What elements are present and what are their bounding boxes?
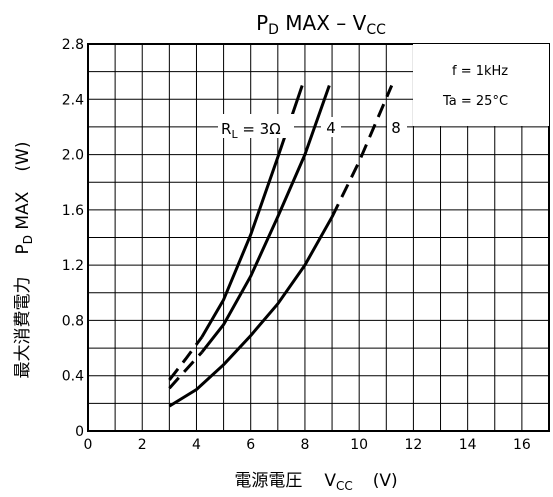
chart-title: PD MAX – VCC — [256, 11, 386, 38]
y-tick-label: 0.4 — [62, 369, 84, 385]
x-tick-label: 8 — [300, 437, 309, 453]
series-line-8ohm-solid — [168, 216, 334, 408]
x-tick-label: 2 — [138, 437, 147, 453]
y-tick-label: 1.6 — [62, 203, 84, 219]
curve-label-3ohm: RL = 3Ω — [221, 120, 281, 141]
condition-frequency: f = 1kHz — [452, 64, 508, 79]
curve-label-8: 8 — [391, 119, 401, 137]
x-axis-label: 電源電圧 VCC (V) — [234, 471, 397, 493]
y-tick-label: 1.2 — [62, 258, 84, 274]
x-axis-label-jp: 電源電圧 — [234, 471, 302, 491]
x-tick-label: 6 — [246, 437, 255, 453]
curve-label-4-bg — [321, 117, 341, 137]
y-axis-label-jp: 最大消費電力 — [13, 276, 33, 378]
series-line-3ohm-dashed — [168, 336, 204, 381]
x-tick-label: 14 — [459, 437, 477, 453]
condition-temperature: Ta = 25°C — [442, 94, 508, 109]
series-line-8ohm-dashed — [330, 84, 394, 218]
x-tick-label: 4 — [192, 437, 201, 453]
y-axis-label: 最大消費電力PD MAX(W) — [13, 142, 35, 379]
curve-label-3ohm-bg — [218, 114, 294, 138]
y-tick-label: 0.8 — [62, 313, 84, 329]
x-tick-label: 0 — [84, 437, 93, 453]
curves — [168, 84, 394, 408]
curve-label-8-bg — [387, 117, 407, 137]
series-line-4ohm-solid — [200, 85, 331, 354]
y-tick-label: 2.0 — [62, 148, 84, 164]
y-axis-unit: (W) — [13, 142, 33, 172]
x-tick-label: 12 — [404, 437, 422, 453]
series-line-4ohm-dashed — [168, 351, 204, 390]
y-tick-label: 2.8 — [62, 37, 84, 53]
y-tick-label: 2.4 — [62, 92, 84, 108]
y-tick-label: 0 — [75, 424, 84, 440]
x-axis-unit: (V) — [373, 471, 398, 491]
plot-frame — [87, 43, 550, 432]
svg-text:最大消費電力PD MAX(W): 最大消費電力PD MAX(W) — [13, 142, 35, 379]
curve-label-4: 4 — [326, 119, 336, 137]
condition-box — [413, 44, 549, 126]
x-tick-label: 10 — [350, 437, 368, 453]
grid — [87, 43, 550, 432]
x-tick-label: 16 — [513, 437, 531, 453]
tick-labels: 0 2 4 6 8 10 12 14 16 0 0.4 0.8 1.2 1.6 2.0 2.4 2.8 — [62, 37, 531, 453]
